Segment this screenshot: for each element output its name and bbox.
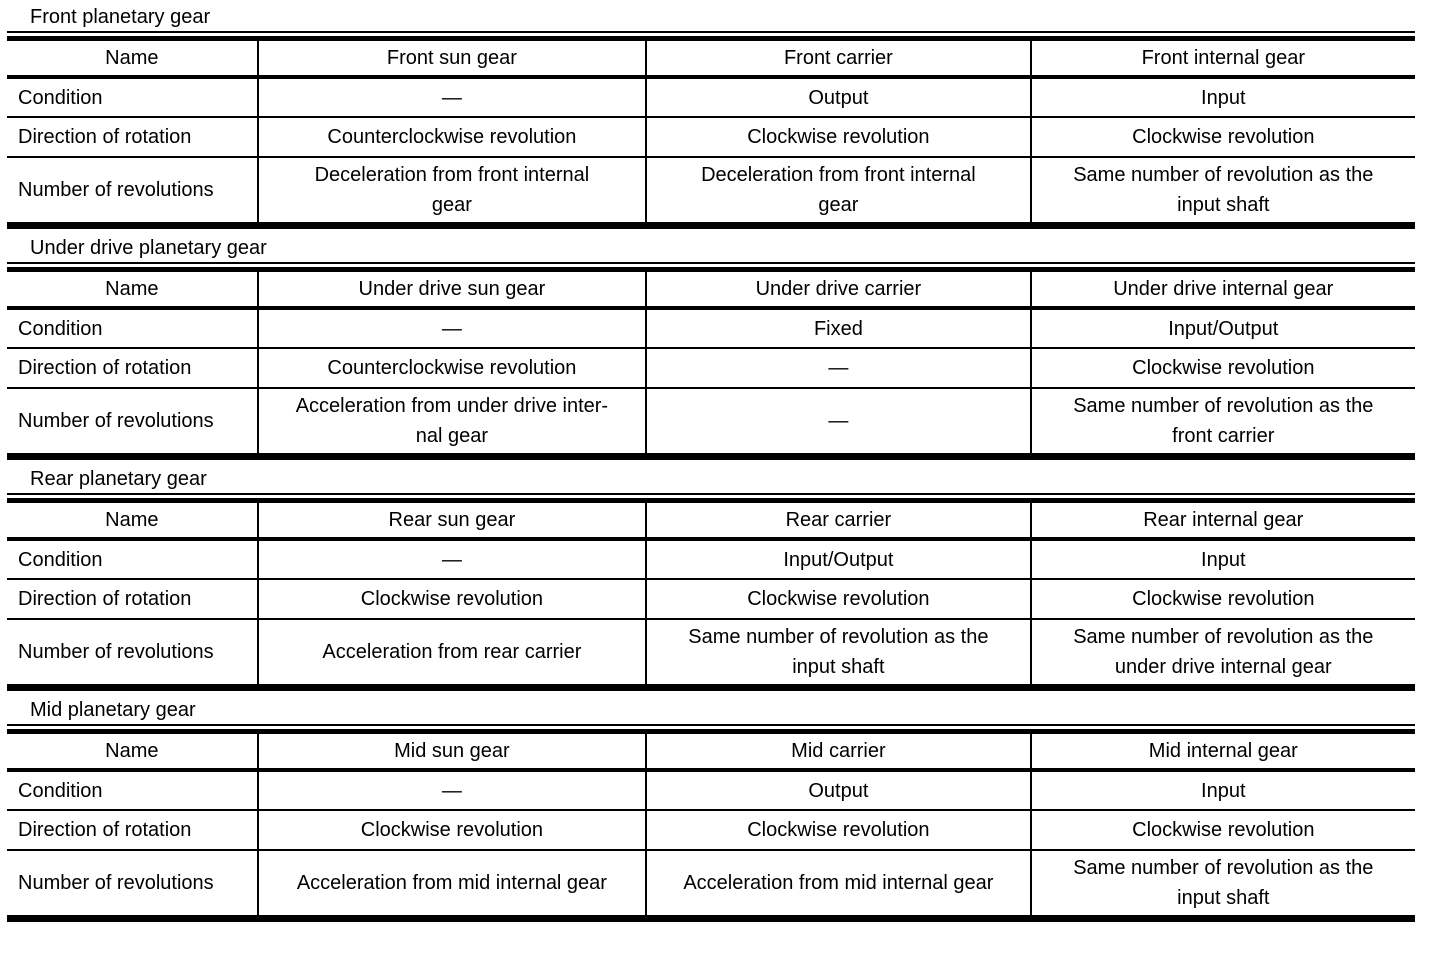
table-cell: Input/Output xyxy=(1029,308,1415,349)
column-header: Front sun gear xyxy=(256,38,647,79)
row-label: Direction of rotation xyxy=(7,579,258,620)
table-row-revolutions: Number of revolutions Deceleration from … xyxy=(7,157,1415,226)
table-cell: Same number of revolution as the input s… xyxy=(645,619,1031,688)
column-header: Rear sun gear xyxy=(256,500,647,541)
table-row-revolutions: Number of revolutions Acceleration from … xyxy=(7,850,1415,919)
table-header-row: Name Mid sun gear Mid carrier Mid intern… xyxy=(7,731,1415,772)
table-cell: Clockwise revolution xyxy=(256,579,647,620)
table-cell: — xyxy=(256,308,647,349)
section-rear-planetary-gear: Rear planetary gear Name Rear sun gear R… xyxy=(7,465,1415,691)
table-cell: Clockwise revolution xyxy=(1029,348,1415,389)
section-title: Rear planetary gear xyxy=(7,465,1415,495)
table-cell: — xyxy=(645,348,1031,389)
column-header: Under drive sun gear xyxy=(256,269,647,310)
table-header-row: Name Under drive sun gear Under drive ca… xyxy=(7,269,1415,310)
table-row-revolutions: Number of revolutions Acceleration from … xyxy=(7,388,1415,457)
table-cell: Clockwise revolution xyxy=(645,117,1031,158)
table-row-condition: Condition — Input/Output Input xyxy=(7,539,1415,580)
column-header: Front carrier xyxy=(645,38,1031,79)
column-header: Front internal gear xyxy=(1029,38,1415,79)
table-cell: Fixed xyxy=(645,308,1031,349)
column-header: Name xyxy=(7,731,258,772)
table-row-revolutions: Number of revolutions Acceleration from … xyxy=(7,619,1415,688)
row-label: Condition xyxy=(7,539,258,580)
table-cell: Same number of revolution as the front c… xyxy=(1029,388,1415,457)
row-label: Direction of rotation xyxy=(7,810,258,851)
table-cell: Clockwise revolution xyxy=(1029,117,1415,158)
row-label: Direction of rotation xyxy=(7,117,258,158)
table-cell: Counterclockwise revolution xyxy=(256,117,647,158)
table-cell: — xyxy=(256,770,647,811)
table-cell: Clockwise revolution xyxy=(256,810,647,851)
table-cell: Acceleration from mid internal gear xyxy=(256,850,647,919)
table-row-direction: Direction of rotation Clockwise revoluti… xyxy=(7,810,1415,851)
table-cell: Counterclockwise revolution xyxy=(256,348,647,389)
column-header: Mid internal gear xyxy=(1029,731,1415,772)
table-cell: Input xyxy=(1029,539,1415,580)
column-header: Name xyxy=(7,500,258,541)
column-header: Mid carrier xyxy=(645,731,1031,772)
section-title: Front planetary gear xyxy=(7,3,1415,33)
table-cell: Acceleration from under drive inter- nal… xyxy=(256,388,647,457)
table-row-condition: Condition — Output Input xyxy=(7,77,1415,118)
table-cell: Same number of revolution as the under d… xyxy=(1029,619,1415,688)
table-cell: Clockwise revolution xyxy=(1029,810,1415,851)
column-header: Under drive carrier xyxy=(645,269,1031,310)
table-cell: — xyxy=(256,77,647,118)
section-title: Under drive planetary gear xyxy=(7,234,1415,264)
column-header: Under drive internal gear xyxy=(1029,269,1415,310)
table-cell: Clockwise revolution xyxy=(645,579,1031,620)
table-cell: Acceleration from rear carrier xyxy=(256,619,647,688)
table-cell: Same number of revolution as the input s… xyxy=(1029,850,1415,919)
row-label: Direction of rotation xyxy=(7,348,258,389)
row-label: Number of revolutions xyxy=(18,410,214,432)
table-cell: Same number of revolution as the input s… xyxy=(1029,157,1415,226)
column-header: Rear carrier xyxy=(645,500,1031,541)
row-label: Number of revolutions xyxy=(18,872,214,894)
table-row-direction: Direction of rotation Clockwise revoluti… xyxy=(7,579,1415,620)
column-header: Mid sun gear xyxy=(256,731,647,772)
under-drive-planetary-gear-table: Name Under drive sun gear Under drive ca… xyxy=(7,267,1415,460)
row-label: Number of revolutions xyxy=(18,179,214,201)
table-cell: Output xyxy=(645,77,1031,118)
column-header: Name xyxy=(7,269,258,310)
row-label: Condition xyxy=(7,770,258,811)
table-cell: Clockwise revolution xyxy=(645,810,1031,851)
table-header-row: Name Rear sun gear Rear carrier Rear int… xyxy=(7,500,1415,541)
table-header-row: Name Front sun gear Front carrier Front … xyxy=(7,38,1415,79)
table-cell: Input xyxy=(1029,770,1415,811)
rear-planetary-gear-table: Name Rear sun gear Rear carrier Rear int… xyxy=(7,498,1415,691)
table-cell: — xyxy=(645,388,1031,457)
table-cell: Input xyxy=(1029,77,1415,118)
table-row-direction: Direction of rotation Counterclockwise r… xyxy=(7,348,1415,389)
row-label: Condition xyxy=(7,308,258,349)
table-cell: Deceleration from front internal gear xyxy=(256,157,647,226)
table-cell: Clockwise revolution xyxy=(1029,579,1415,620)
table-cell: Output xyxy=(645,770,1031,811)
row-label: Condition xyxy=(7,77,258,118)
table-cell: Acceleration from mid internal gear xyxy=(645,850,1031,919)
table-cell: — xyxy=(256,539,647,580)
section-front-planetary-gear: Front planetary gear Name Front sun gear… xyxy=(7,3,1415,229)
table-cell: Deceleration from front internal gear xyxy=(645,157,1031,226)
section-title: Mid planetary gear xyxy=(7,696,1415,726)
section-mid-planetary-gear: Mid planetary gear Name Mid sun gear Mid… xyxy=(7,696,1415,922)
section-under-drive-planetary-gear: Under drive planetary gear Name Under dr… xyxy=(7,234,1415,460)
mid-planetary-gear-table: Name Mid sun gear Mid carrier Mid intern… xyxy=(7,729,1415,922)
column-header: Rear internal gear xyxy=(1029,500,1415,541)
table-row-direction: Direction of rotation Counterclockwise r… xyxy=(7,117,1415,158)
table-cell: Input/Output xyxy=(645,539,1031,580)
front-planetary-gear-table: Name Front sun gear Front carrier Front … xyxy=(7,36,1415,229)
row-label: Number of revolutions xyxy=(18,641,214,663)
table-row-condition: Condition — Fixed Input/Output xyxy=(7,308,1415,349)
column-header: Name xyxy=(7,38,258,79)
table-row-condition: Condition — Output Input xyxy=(7,770,1415,811)
